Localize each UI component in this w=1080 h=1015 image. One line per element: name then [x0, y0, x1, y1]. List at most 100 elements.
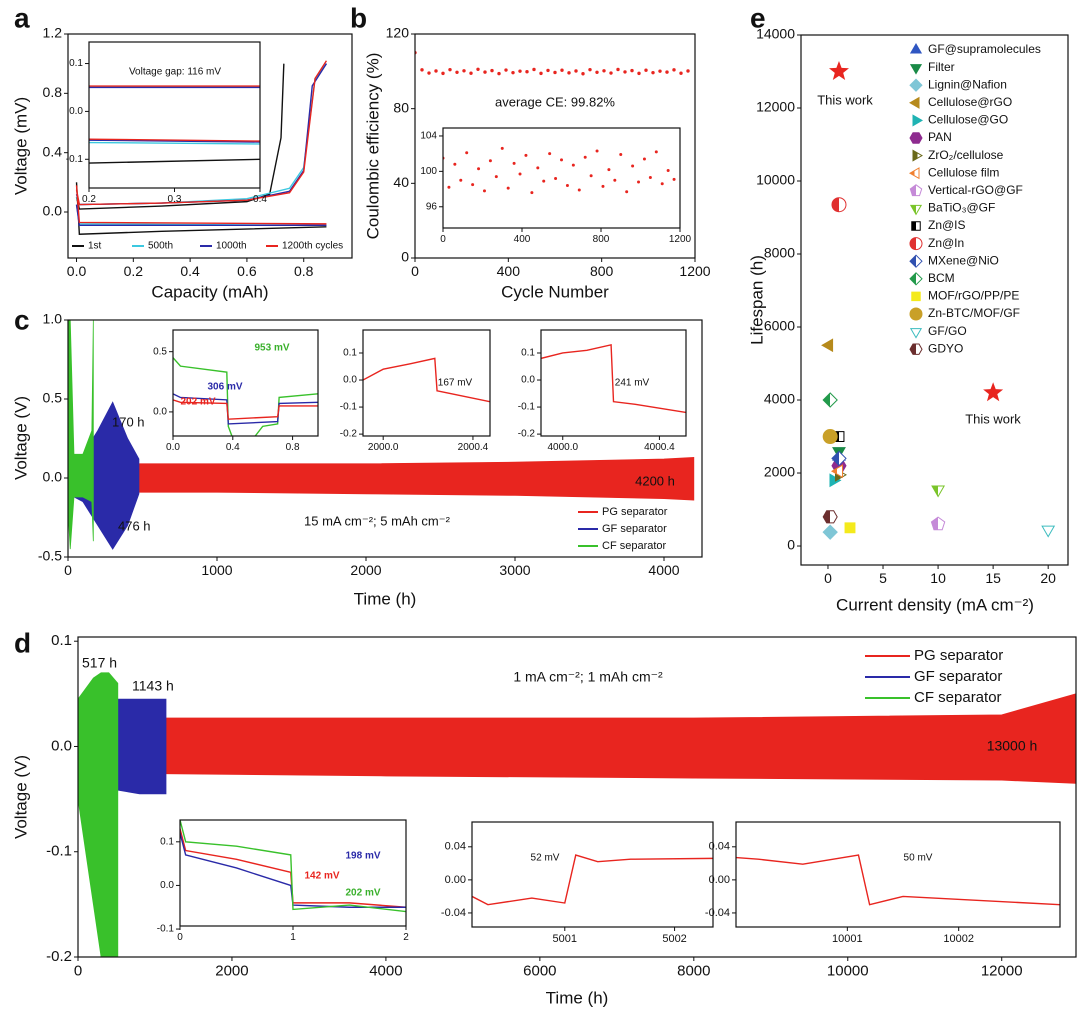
annotation: 1143 h — [132, 678, 174, 694]
x-tick-label: 4000.4 — [644, 442, 675, 453]
point — [648, 176, 652, 180]
frame — [735, 821, 1061, 928]
legend-label: CF separator — [602, 540, 667, 552]
point — [609, 71, 613, 75]
series-line — [541, 344, 686, 414]
point — [441, 71, 445, 76]
x-tick-label: 0 — [411, 263, 419, 279]
point — [630, 68, 634, 73]
marker — [830, 464, 843, 479]
annotation: Voltage gap: 116 mV — [129, 67, 221, 78]
frame — [67, 33, 353, 259]
point — [665, 70, 669, 74]
legend-label: Cellulose@GO — [928, 113, 1008, 127]
x-tick-label: 1000 — [201, 562, 232, 578]
x-tick-label: 4000.0 — [547, 442, 578, 453]
legend-label: ZrO₂/cellulose — [928, 148, 1004, 162]
frame — [88, 41, 261, 189]
legend-marker — [909, 78, 923, 92]
x-tick-label: 0.4 — [253, 194, 267, 205]
x-tick-label: 5001 — [553, 933, 577, 945]
frame — [414, 33, 696, 259]
series-line — [180, 820, 406, 913]
x-tick-label: 800 — [590, 263, 614, 279]
legend-marker — [909, 132, 923, 144]
series-line — [180, 832, 406, 908]
y-tick-label: 0.0 — [521, 375, 535, 386]
plot — [75, 60, 328, 235]
frame — [800, 34, 1069, 566]
x-tick-label: 8000 — [677, 963, 710, 980]
y-tick-label: 0.4 — [43, 143, 63, 159]
annotation: 517 h — [82, 655, 117, 671]
point — [500, 146, 504, 150]
point — [589, 174, 593, 178]
y-tick-label: 0.0 — [43, 203, 63, 219]
point — [679, 71, 683, 75]
legend-label: Cellulose film — [928, 165, 999, 179]
y-tick-label: 0.00 — [709, 874, 730, 886]
point — [588, 67, 592, 72]
y-tick-label: -0.2 — [340, 429, 358, 440]
point — [524, 153, 528, 157]
legend-marker — [909, 272, 923, 286]
legend-marker — [909, 64, 923, 75]
point — [686, 69, 690, 73]
y-tick-label: 0.0 — [69, 106, 83, 117]
annotation: This work — [965, 411, 1021, 426]
x-tick-label: 2000.0 — [368, 442, 399, 453]
point — [660, 182, 664, 186]
point — [506, 186, 510, 190]
legend-label: Vertical-rGO@GF — [928, 183, 1023, 197]
legend-label: GF@supramolecules — [928, 42, 1041, 56]
x-tick-label: 10 — [930, 570, 946, 586]
y-tick-label: -0.1 — [518, 402, 536, 413]
panel-label: b — [350, 2, 367, 33]
legend-label: GF separator — [914, 668, 1002, 685]
legend-marker — [912, 114, 923, 127]
point — [427, 71, 431, 75]
x-tick-label: 0 — [74, 963, 82, 980]
legend-label: GDYO — [928, 341, 963, 355]
marker — [822, 392, 838, 408]
frame — [362, 329, 491, 437]
legend-label: Cellulose@rGO — [928, 95, 1012, 109]
y-tick-label: 0.0 — [51, 737, 72, 754]
x-tick-label: 12000 — [981, 963, 1023, 980]
point — [504, 68, 508, 72]
point — [512, 161, 516, 165]
voltage-band — [68, 320, 94, 550]
point — [539, 71, 543, 76]
legend-label: PG separator — [914, 647, 1003, 664]
y-axis-label: Lifespan (h) — [747, 255, 766, 345]
point — [625, 190, 629, 194]
legend-marker — [911, 291, 921, 302]
legend-label: GF separator — [602, 523, 667, 535]
plot-area — [541, 330, 686, 436]
x-tick-label: 0.4 — [226, 442, 240, 453]
y-tick-label: 0.1 — [343, 348, 357, 359]
plot — [415, 50, 690, 76]
marker — [822, 524, 838, 540]
legend-marker — [909, 43, 923, 54]
annotation: 4200 h — [635, 473, 675, 488]
point — [565, 184, 569, 188]
point — [607, 168, 611, 172]
legend-marker — [909, 184, 923, 197]
point — [602, 69, 606, 73]
point — [476, 67, 480, 71]
x-tick-label: 0.3 — [168, 194, 182, 205]
marker — [931, 485, 946, 498]
series-line — [173, 393, 318, 425]
y-axis-label: Voltage (V) — [11, 755, 30, 839]
x-axis-label: Capacity (mAh) — [151, 282, 268, 301]
point — [494, 175, 498, 179]
y-tick-label: -0.2 — [518, 429, 536, 440]
plot — [363, 357, 490, 403]
plot-area — [443, 128, 680, 228]
y-tick-label: 6000 — [764, 318, 795, 334]
legend-label: Filter — [928, 60, 955, 74]
point — [553, 70, 557, 75]
x-axis-label: Time (h) — [354, 589, 417, 608]
annotation: 50 mV — [904, 853, 933, 864]
